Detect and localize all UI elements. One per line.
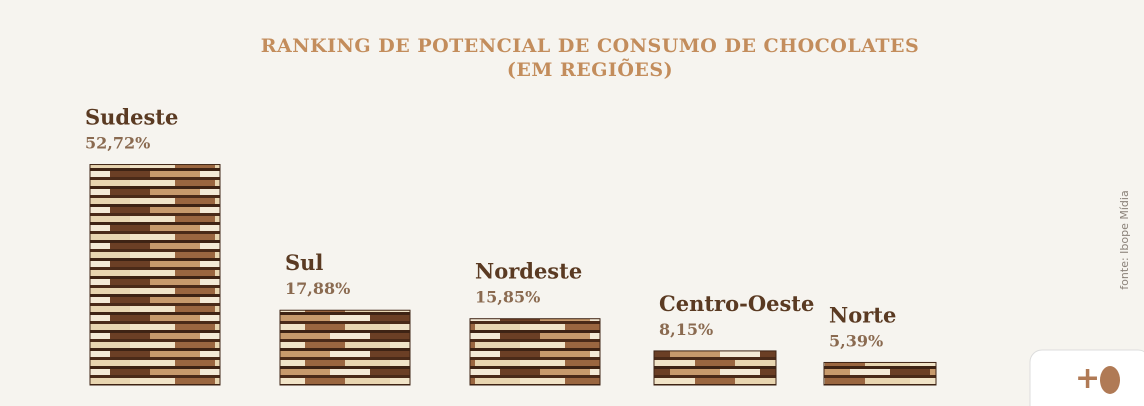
logo: +	[1029, 349, 1144, 406]
chocolate-stack	[653, 350, 777, 386]
category-label: Centro-Oeste	[659, 291, 814, 316]
value-label: 5,39%	[829, 331, 883, 350]
chocolate-stack	[469, 318, 601, 386]
category-label: Sudeste	[85, 105, 178, 130]
value-label: 15,85%	[475, 288, 540, 307]
category-label: Norte	[829, 302, 896, 327]
svg-text:+: +	[1075, 361, 1100, 396]
value-label: 8,15%	[659, 320, 713, 339]
value-label: 17,88%	[285, 279, 350, 298]
chocolate-stack	[279, 309, 411, 386]
category-label: Sul	[285, 250, 323, 275]
chart-title: RANKING DE POTENCIAL DE CONSUMO DE CHOCO…	[261, 35, 920, 57]
chocolate-stack	[89, 164, 221, 386]
source: fonte: Ibope Mídia	[1118, 190, 1131, 289]
chart-subtitle: (EM REGIÕES)	[507, 58, 673, 81]
category-label: Nordeste	[475, 259, 582, 284]
chocolate-stack	[823, 361, 937, 386]
value-label: 52,72%	[85, 134, 150, 153]
